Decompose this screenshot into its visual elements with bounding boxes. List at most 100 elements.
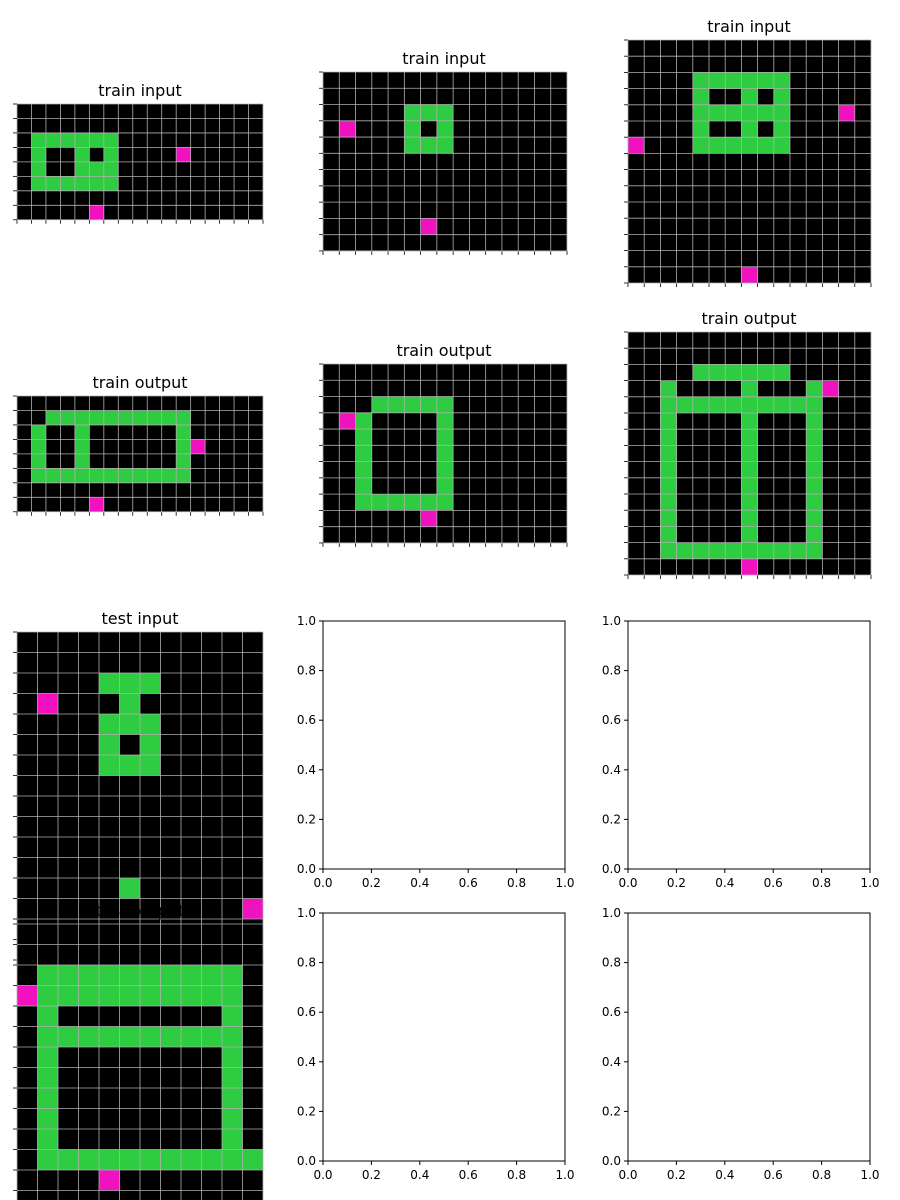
green-cell xyxy=(709,396,726,413)
x-tick-label: 1.0 xyxy=(860,876,879,890)
green-cell xyxy=(222,1067,243,1088)
green-cell xyxy=(45,410,61,425)
green-cell xyxy=(355,477,372,495)
green-cell xyxy=(757,72,774,89)
green-cell xyxy=(806,494,823,511)
green-cell xyxy=(181,1149,202,1170)
green-cell xyxy=(741,396,758,413)
green-cell xyxy=(436,412,454,430)
green-cell xyxy=(58,1026,79,1047)
green-cell xyxy=(119,1026,140,1047)
green-cell xyxy=(140,1149,161,1170)
green-cell xyxy=(99,734,120,755)
x-tick-label: 0.2 xyxy=(667,876,686,890)
green-cell xyxy=(60,410,75,425)
green-cell xyxy=(74,161,90,177)
green-cell xyxy=(45,468,61,483)
green-cell xyxy=(790,396,807,413)
magenta-cell xyxy=(176,147,191,162)
green-cell xyxy=(660,461,677,478)
green-cell xyxy=(741,429,758,446)
magenta-cell xyxy=(190,439,206,454)
green-cell xyxy=(31,176,46,191)
empty-axes-2: 0.00.0 0.2 0.2 0.4 0.4 0.6 0.6 0.8 0.8 1.0 1.0 xyxy=(602,614,880,890)
green-cell xyxy=(660,477,677,494)
green-cell xyxy=(140,1026,161,1047)
y-tick-label: 0.0 xyxy=(297,1154,316,1168)
x-tick-label: 0.8 xyxy=(812,1168,831,1182)
green-cell xyxy=(773,396,790,413)
x-tick-label: 1.0 xyxy=(860,1168,879,1182)
y-tick-label: 1.0 xyxy=(602,906,621,920)
green-cell xyxy=(99,714,120,735)
green-cell xyxy=(140,714,161,735)
green-cell xyxy=(89,161,104,177)
green-cell xyxy=(140,965,161,986)
green-cell xyxy=(773,137,790,154)
x-tick-label: 0.2 xyxy=(362,876,381,890)
green-cell xyxy=(119,965,140,986)
green-cell xyxy=(420,137,437,154)
green-cell xyxy=(806,445,823,462)
panel-title: train output xyxy=(92,373,187,392)
green-cell xyxy=(388,494,405,511)
green-cell xyxy=(74,410,90,425)
green-cell xyxy=(118,468,133,483)
magenta-cell xyxy=(420,510,437,527)
green-cell xyxy=(58,985,79,1006)
green-cell xyxy=(709,72,726,89)
magenta-cell xyxy=(339,412,356,430)
x-tick-label: 1.0 xyxy=(555,1168,574,1182)
green-cell xyxy=(355,412,372,430)
y-tick-label: 0.2 xyxy=(297,812,316,826)
green-cell xyxy=(773,542,790,559)
green-cell xyxy=(436,429,454,446)
green-cell xyxy=(741,494,758,511)
green-cell xyxy=(371,396,389,413)
green-cell xyxy=(201,1149,222,1170)
green-cell xyxy=(201,965,222,986)
green-cell xyxy=(58,1149,79,1170)
green-cell xyxy=(89,176,104,191)
axes-frame xyxy=(627,912,871,1162)
green-cell xyxy=(160,1149,181,1170)
green-cell xyxy=(78,1149,99,1170)
green-cell xyxy=(355,445,372,462)
panel-title: train output xyxy=(701,309,796,328)
x-tick-label: 0.4 xyxy=(410,1168,429,1182)
y-tick-label: 1.0 xyxy=(602,614,621,628)
empty-axes-3: 0.00.0 0.2 0.2 0.4 0.4 0.6 0.6 0.8 0.8 1.0 1.0 xyxy=(297,906,575,1182)
green-cell xyxy=(420,104,437,121)
green-cell xyxy=(741,72,758,89)
green-cell xyxy=(692,364,709,381)
axes-frame xyxy=(322,620,566,870)
green-cell xyxy=(31,468,46,483)
green-cell xyxy=(74,453,90,469)
panel-title: test output xyxy=(96,901,185,920)
green-cell xyxy=(119,878,140,899)
green-cell xyxy=(103,410,119,425)
green-cell xyxy=(58,965,79,986)
green-cell xyxy=(436,120,454,138)
magenta-cell xyxy=(628,137,645,154)
green-cell xyxy=(222,965,243,986)
green-cell xyxy=(741,364,758,381)
green-cell xyxy=(45,132,61,148)
green-cell xyxy=(660,526,677,543)
magenta-cell xyxy=(822,380,839,397)
green-cell xyxy=(74,147,90,162)
green-cell xyxy=(404,494,421,511)
green-cell xyxy=(725,364,742,381)
green-cell xyxy=(806,461,823,478)
green-cell xyxy=(660,380,677,397)
green-cell xyxy=(692,396,709,413)
green-cell xyxy=(99,755,120,776)
train-input-panel-2: train input xyxy=(319,49,568,255)
green-cell xyxy=(176,410,191,425)
x-tick-label: 0.6 xyxy=(459,1168,478,1182)
green-cell xyxy=(103,161,119,177)
green-cell xyxy=(176,439,191,454)
x-tick-label: 0.4 xyxy=(715,876,734,890)
green-cell xyxy=(119,693,140,714)
green-cell xyxy=(806,396,823,413)
